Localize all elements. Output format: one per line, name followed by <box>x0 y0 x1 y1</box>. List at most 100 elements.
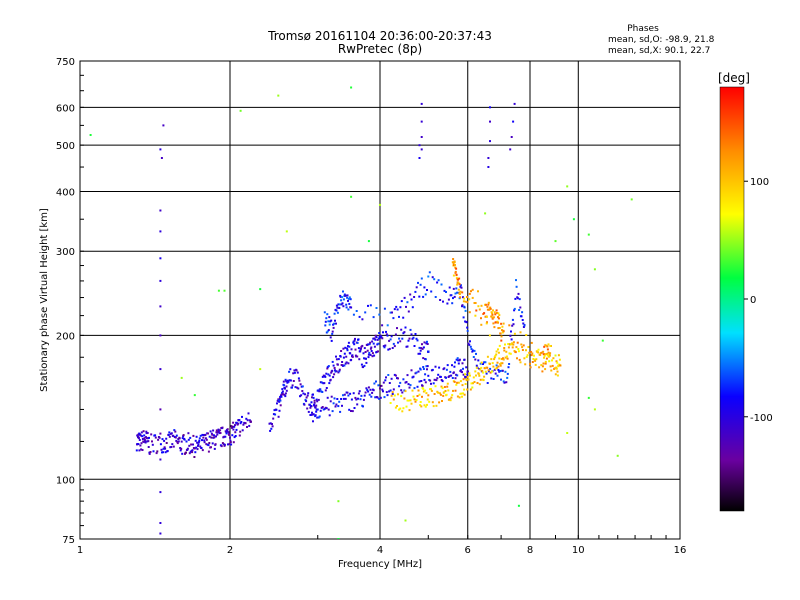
data-point <box>416 339 419 342</box>
data-point <box>180 447 183 450</box>
data-point <box>351 410 354 413</box>
data-point <box>480 317 482 320</box>
data-point <box>506 376 509 379</box>
chart-title-line2: RwPretec (8p) <box>338 42 422 56</box>
data-point <box>502 357 504 360</box>
data-point <box>241 415 243 418</box>
data-point <box>542 350 545 353</box>
data-point <box>426 289 428 291</box>
data-point <box>426 340 428 343</box>
data-point <box>383 346 386 349</box>
data-point <box>527 346 530 348</box>
data-point <box>516 297 519 300</box>
data-point <box>383 307 386 310</box>
data-point <box>455 267 458 270</box>
data-point <box>202 434 205 436</box>
data-point <box>551 364 554 367</box>
data-point <box>420 405 423 408</box>
data-point <box>373 337 376 340</box>
data-point <box>332 376 335 379</box>
data-point <box>278 397 281 400</box>
data-point <box>426 365 429 368</box>
y-tick-label: 100 <box>56 475 75 486</box>
data-point <box>402 316 405 319</box>
data-point <box>343 364 346 367</box>
data-point <box>546 352 549 355</box>
data-point <box>520 343 523 346</box>
data-point <box>231 425 234 428</box>
data-point <box>505 355 508 358</box>
data-point <box>460 286 463 289</box>
data-point <box>401 337 404 340</box>
data-point <box>480 366 483 369</box>
data-point <box>460 392 463 395</box>
data-point <box>337 405 340 408</box>
data-point <box>509 334 512 337</box>
data-point <box>285 389 288 392</box>
data-point <box>344 362 347 365</box>
data-point <box>448 375 451 378</box>
data-point <box>192 434 195 437</box>
data-point <box>138 449 141 452</box>
data-point <box>331 332 334 335</box>
data-point <box>325 387 328 389</box>
data-point <box>375 350 378 353</box>
data-point <box>572 218 575 221</box>
data-point <box>219 429 222 432</box>
data-point <box>334 405 337 408</box>
data-point <box>501 329 503 332</box>
data-point <box>367 386 370 389</box>
data-point <box>546 354 549 357</box>
data-point <box>140 448 143 451</box>
data-point <box>216 433 219 436</box>
data-point <box>367 356 370 359</box>
data-point <box>511 342 514 345</box>
data-point <box>501 362 504 365</box>
data-point <box>305 396 308 399</box>
data-point <box>422 387 425 390</box>
data-point <box>510 330 512 333</box>
data-point <box>191 451 194 454</box>
data-point <box>327 408 330 411</box>
data-point <box>436 281 439 284</box>
data-point <box>407 339 410 342</box>
data-point <box>446 302 449 305</box>
data-point <box>226 430 229 433</box>
data-point <box>478 308 481 311</box>
data-point <box>270 427 273 430</box>
data-point <box>396 405 398 407</box>
data-point <box>430 290 433 293</box>
data-point <box>415 337 418 340</box>
data-point <box>222 443 225 446</box>
data-point <box>485 372 488 375</box>
data-point <box>487 166 490 168</box>
data-point <box>438 366 441 369</box>
data-point <box>544 362 547 365</box>
data-point <box>424 405 427 408</box>
data-point <box>559 364 562 367</box>
data-point <box>450 396 453 399</box>
data-point <box>302 392 305 395</box>
data-point <box>269 429 272 432</box>
data-point <box>350 348 353 351</box>
data-point <box>342 397 345 400</box>
data-point <box>309 405 312 407</box>
data-point <box>433 393 436 395</box>
data-point <box>437 279 440 282</box>
data-point <box>500 358 503 360</box>
data-point <box>430 382 432 385</box>
data-point <box>330 339 333 342</box>
data-point <box>490 358 493 361</box>
data-point <box>495 309 498 312</box>
data-point <box>479 362 482 365</box>
data-point <box>489 140 491 143</box>
data-point <box>337 303 340 306</box>
data-point <box>411 306 414 309</box>
data-point <box>473 349 476 352</box>
data-point <box>496 366 499 369</box>
data-point <box>503 349 506 352</box>
data-point <box>407 399 410 402</box>
data-point <box>465 379 468 382</box>
data-point <box>350 398 353 401</box>
